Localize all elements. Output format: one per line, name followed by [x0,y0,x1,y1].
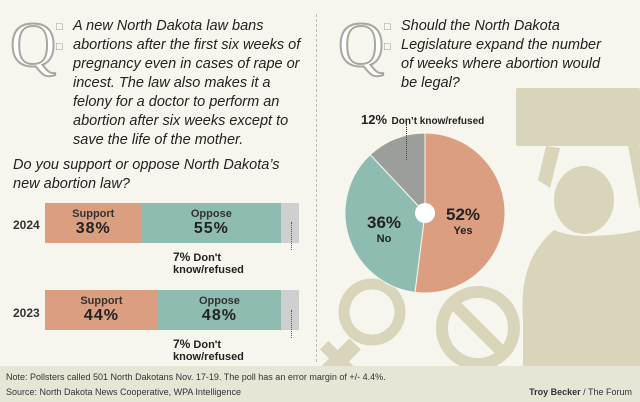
question-line: abortion after six weeks except to [73,113,289,129]
dontknow-name: Don't know/refused [173,252,244,276]
dontknow-label-2023: 7% Don't know/refused [173,337,244,363]
pie-value: 12% [361,112,388,127]
pie-slice-don-t-know-refused [369,132,426,215]
question-line: incest. The law also makes it a [73,75,271,91]
question-line: felony for a doctor to perform an [73,94,280,110]
pie-name: No [376,233,392,245]
footer-note: Note: Pollsters called 501 North Dakotan… [6,372,386,382]
question-line: abortions after the first six weeks of [73,37,301,53]
credit-name: Troy Becker [529,387,581,397]
pie-slice-yes [414,132,506,294]
panel-divider [316,14,317,362]
left-question-bullets: □ □ [56,18,63,57]
segment-label: Support [80,295,123,307]
question-q-icon: Q [337,9,385,80]
right-question-bullets: □ □ [384,18,391,57]
footer: Note: Pollsters called 501 North Dakotan… [0,366,640,402]
pie-value: 36% [366,213,402,232]
subquestion-line: new abortion law? [13,176,130,192]
footer-credit: Troy Becker / The Forum [529,387,632,397]
pie-center-hole [415,203,435,223]
protest-silhouette-illustration [319,88,640,368]
dontknow-leader-line [291,222,292,250]
bar-segment-dontknow [281,290,299,330]
segment-value: 44% [83,307,119,324]
segment-label: Oppose [190,208,232,220]
dontknow-value: 7% [173,337,191,351]
pie-value: 52% [445,205,481,224]
year-label-2023: 2023 [13,306,40,320]
pie-slice-no [344,153,426,293]
bullet-square-icon: □ [384,41,391,53]
footer-source: Source: North Dakota News Cooperative, W… [6,387,241,397]
subquestion-line: Do you support or oppose North Dakota’s [13,157,280,173]
question-line: be legal? [401,75,460,91]
question-line: Should the North Dakota [401,18,560,34]
segment-value: 55% [193,220,229,237]
question-line: Legislature expand the number [401,37,601,53]
dontknow-label-2024: 7% Don't know/refused [173,250,244,276]
bar-segment-oppose: Oppose 55% [141,203,282,243]
segment-label: Support [72,208,115,220]
year-label-2024: 2024 [13,218,40,232]
question-q-icon: Q [9,9,57,80]
pie-chart [344,132,506,294]
right-question-text: Should the North Dakota Legislature expa… [401,17,636,93]
pie-label-no: 36% No [364,213,404,245]
segment-value: 48% [201,307,237,324]
bullet-square-icon: □ [384,21,391,33]
bar-row-2023: Support 44% Oppose 48% [45,290,299,330]
question-line: of weeks where abortion would [401,56,601,72]
bar-segment-support: Support 44% [45,290,158,330]
credit-org: / The Forum [580,387,632,397]
question-line: A new North Dakota law bans [73,18,264,34]
question-line: save the life of the mother. [73,132,244,148]
pie-leader-line [406,124,407,160]
bar-segment-oppose: Oppose 48% [157,290,282,330]
bar-chart-question: Do you support or oppose North Dakota’s … [13,156,313,194]
bar-segment-dontknow [281,203,299,243]
pie-label-dontknow: 12% Don’t know/refused [361,111,484,129]
bar-row-2024: Support 38% Oppose 55% [45,203,299,243]
segment-value: 38% [75,220,111,237]
bar-segment-support: Support 38% [45,203,142,243]
dontknow-name: Don't know/refused [173,339,244,363]
pie-label-yes: 52% Yes [440,205,486,237]
dontknow-value: 7% [173,250,191,264]
left-question-text: A new North Dakota law bans abortions af… [73,17,313,150]
bullet-square-icon: □ [56,21,63,33]
dontknow-leader-line [291,310,292,338]
bullet-square-icon: □ [56,41,63,53]
segment-label: Oppose [198,295,240,307]
prohibition-symbol-icon [436,286,520,368]
question-line: pregnancy even in cases of rape or [73,56,300,72]
pie-name: Yes [453,225,473,237]
protest-sign [516,88,640,146]
pie-name: Don’t know/refused [391,116,485,127]
